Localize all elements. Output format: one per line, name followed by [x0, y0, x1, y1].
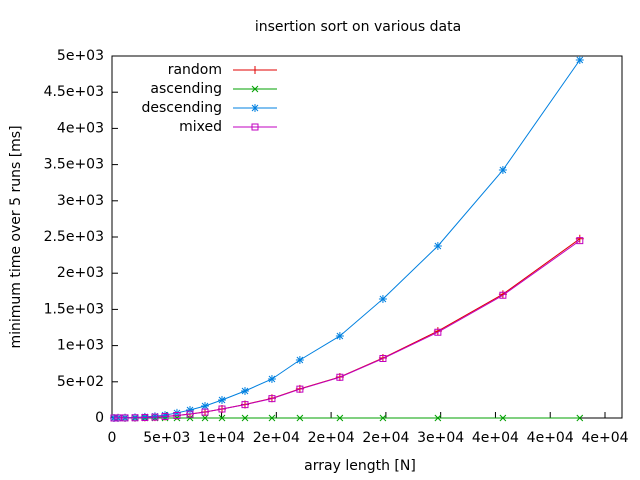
legend-label: ascending [150, 81, 222, 97]
legend-marker [251, 104, 259, 112]
point [379, 354, 387, 362]
point [186, 410, 194, 418]
x-tick-label: 5e+03 [143, 430, 190, 446]
point [241, 401, 249, 409]
x-tick-label: 4e+04 [527, 430, 574, 446]
point [218, 414, 226, 422]
point [336, 373, 344, 381]
point [295, 356, 304, 365]
point [434, 414, 442, 422]
point [161, 411, 170, 420]
point [186, 406, 195, 415]
point [121, 414, 129, 422]
x-tick-label: 2e+04 [362, 430, 409, 446]
y-tick-label: 3e+03 [57, 193, 104, 209]
y-tick-label: 4e+03 [57, 120, 104, 136]
point [150, 412, 159, 421]
point [201, 414, 209, 422]
point [201, 401, 210, 410]
point [499, 291, 507, 299]
point [201, 408, 209, 416]
legend-label: random [168, 62, 222, 78]
x-tick-label: 2e+04 [308, 430, 355, 446]
y-tick-label: 5e+03 [57, 48, 104, 64]
point [296, 414, 304, 422]
x-tick-label: 4e+04 [581, 430, 628, 446]
point [378, 294, 387, 303]
legend-marker [251, 66, 259, 74]
y-tick-label: 5e+02 [57, 374, 104, 390]
legend-marker [251, 123, 259, 131]
point [267, 374, 276, 383]
point [151, 413, 159, 421]
point [335, 331, 344, 340]
point [241, 414, 249, 422]
point [173, 412, 181, 420]
point [141, 413, 149, 421]
point [576, 414, 584, 422]
point [114, 414, 122, 422]
point [218, 405, 226, 413]
point [379, 414, 387, 422]
chart-title: insertion sort on various data [255, 19, 461, 35]
point [433, 241, 442, 250]
y-tick-label: 1e+03 [57, 338, 104, 354]
point [575, 55, 584, 64]
x-tick-label: 0 [108, 430, 117, 446]
point [131, 414, 139, 422]
point [268, 414, 276, 422]
series-line [113, 238, 581, 419]
x-tick-label: 2e+04 [253, 430, 300, 446]
legend-label: mixed [179, 119, 222, 135]
y-tick-label: 4.5e+03 [44, 84, 104, 100]
y-tick-label: 0 [95, 410, 104, 426]
legend-label: descending [141, 100, 222, 116]
point [186, 414, 194, 422]
x-axis-label: array length [N] [304, 458, 416, 474]
series-line [113, 240, 581, 419]
x-tick-label: 1e+04 [198, 430, 245, 446]
y-tick-label: 2e+03 [57, 265, 104, 281]
point [576, 237, 584, 245]
y-tick-label: 3.5e+03 [44, 157, 104, 173]
point [434, 328, 442, 336]
y-tick-label: 2.5e+03 [44, 229, 104, 245]
point [336, 414, 344, 422]
x-tick-label: 4e+04 [472, 430, 519, 446]
point [498, 166, 507, 175]
point [217, 395, 226, 404]
point [296, 385, 304, 393]
y-axis-label: minimum time over 5 runs [ms] [8, 125, 24, 348]
point [161, 413, 169, 421]
y-tick-label: 1.5e+03 [44, 301, 104, 317]
point [499, 414, 507, 422]
point [140, 412, 149, 421]
point [241, 386, 249, 395]
legend-marker [251, 85, 259, 93]
point [268, 395, 276, 403]
x-tick-label: 3e+04 [417, 430, 464, 446]
